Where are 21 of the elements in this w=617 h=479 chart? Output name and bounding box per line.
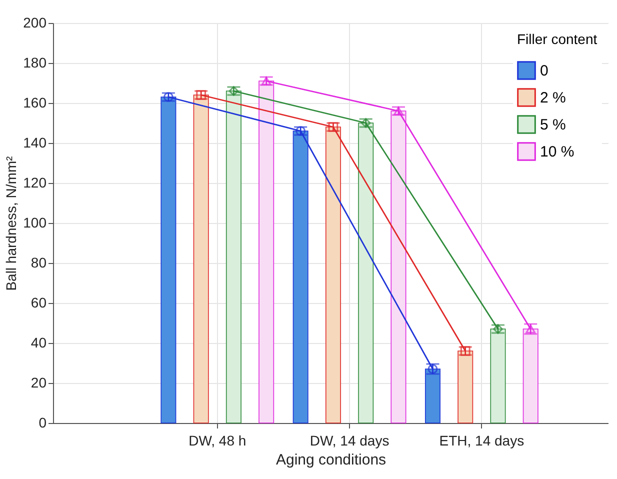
legend-label: 10 % [540,144,574,160]
x-tick-label: ETH, 14 days [439,432,524,448]
y-tick-label: 120 [23,174,47,190]
legend-label: 2 % [540,90,566,106]
x-tick-label: DW, 14 days [310,432,390,448]
legend-label: 5 % [540,116,566,134]
y-tick-label: 60 [30,294,47,310]
x-tick-label: DW, 48 h [188,432,246,448]
legend-title: Filler content [517,31,598,47]
y-tick-label: 160 [23,94,47,110]
y-tick-label: 140 [23,134,47,150]
y-tick-label: 0 [38,414,47,430]
x-axis-title: Aging conditions [276,452,386,468]
y-tick-label: 100 [23,214,47,230]
y-axis-title: Ball hardness, N/mm² [3,156,20,291]
y-tick-label: 200 [23,14,47,30]
legend-label: 0 [540,62,548,80]
y-tick-label: 180 [23,54,47,70]
y-tick-label: 20 [30,374,47,390]
y-tick-label: 40 [30,334,47,350]
y-tick-label: 80 [30,254,47,270]
